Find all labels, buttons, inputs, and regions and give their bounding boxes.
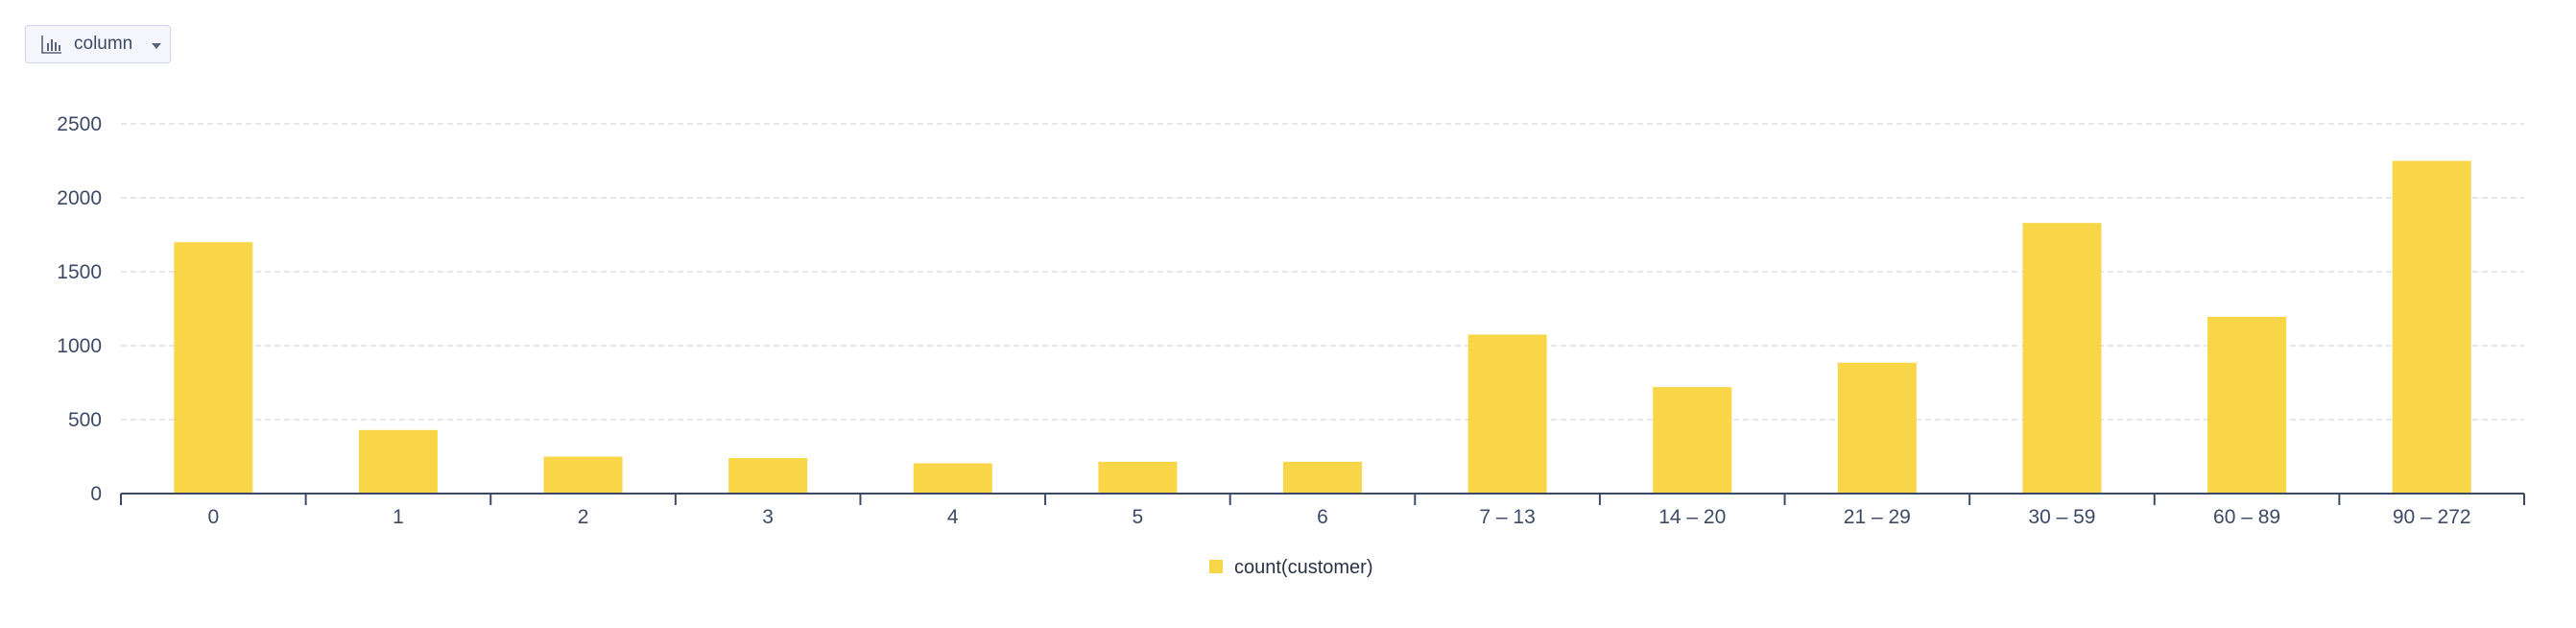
bars <box>174 160 2471 494</box>
bar <box>1467 334 1547 494</box>
legend-swatch <box>1209 560 1223 573</box>
x-tick-label: 21 – 29 <box>1844 506 1911 528</box>
legend-label: count(customer) <box>1234 557 1373 578</box>
y-tick-label: 500 <box>68 409 102 431</box>
bar <box>358 429 438 494</box>
y-tick-label: 0 <box>90 483 102 505</box>
caret-down-icon <box>152 42 162 49</box>
y-tick-label: 1000 <box>57 335 102 357</box>
bar <box>543 456 623 494</box>
bar <box>1098 461 1178 494</box>
bar <box>174 242 253 494</box>
x-tick-label: 6 <box>1317 506 1328 528</box>
y-axis-ticks: 0 500 1000 1500 2000 2500 <box>57 113 102 505</box>
chart-type-dropdown[interactable]: column <box>25 25 171 63</box>
chart-type-label: column <box>74 34 133 54</box>
x-tick-label: 0 <box>207 506 219 528</box>
bar <box>1653 387 1732 494</box>
y-tick-label: 2500 <box>57 113 102 135</box>
grid-lines <box>121 123 2524 421</box>
bar <box>1283 461 1362 494</box>
x-tick-label: 60 – 89 <box>2213 506 2280 528</box>
x-tick-label: 3 <box>762 506 774 528</box>
x-tick-label: 14 – 20 <box>1658 506 1726 528</box>
x-tick-label: 5 <box>1133 506 1144 528</box>
x-tick-label: 2 <box>578 506 589 528</box>
bar <box>1837 362 1917 494</box>
legend: count(customer) <box>1209 557 1373 578</box>
bar <box>728 458 808 494</box>
y-tick-label: 2000 <box>57 187 102 209</box>
x-tick-label: 30 – 59 <box>2028 506 2095 528</box>
x-tick-label: 4 <box>947 506 959 528</box>
x-tick-label: 90 – 272 <box>2393 506 2471 528</box>
bar-chart-icon <box>41 34 62 55</box>
x-tick-label: 7 – 13 <box>1479 506 1535 528</box>
bar <box>913 463 992 494</box>
y-tick-label: 1500 <box>57 261 102 283</box>
x-axis-ticks: 0 1 2 3 4 5 6 7 – 13 14 – 20 21 – 29 30 – 59 60 – 8… <box>207 506 2470 528</box>
bar <box>2022 223 2102 494</box>
x-tick-label: 1 <box>393 506 404 528</box>
x-axis <box>120 493 2525 505</box>
bar <box>2207 316 2287 494</box>
bar <box>2392 160 2471 494</box>
